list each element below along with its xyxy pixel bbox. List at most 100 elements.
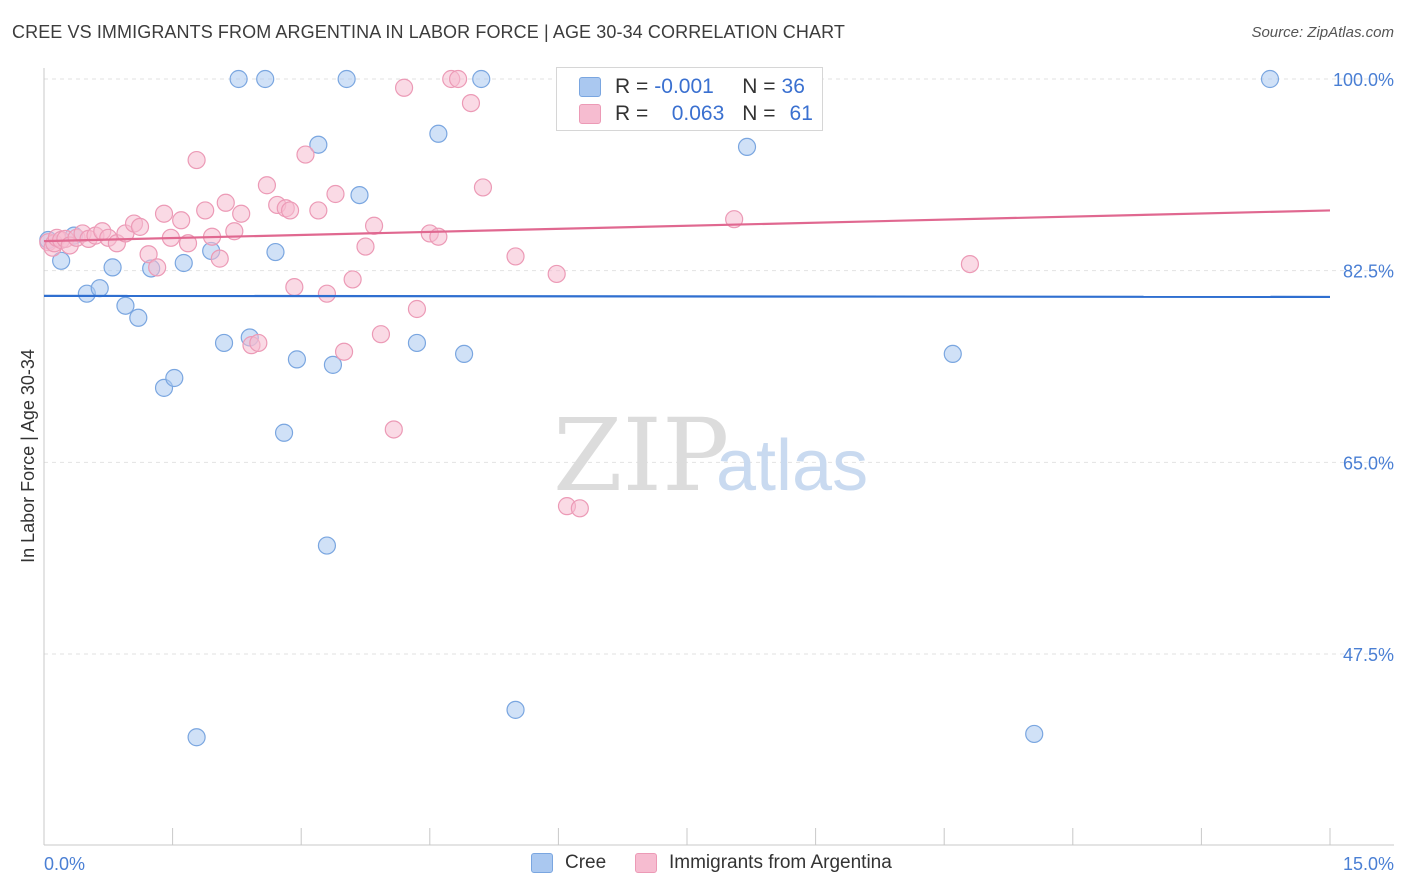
cree-point — [1025, 724, 1044, 744]
legend-n-cree: 36 — [781, 75, 805, 98]
cree-point — [337, 69, 356, 89]
argentina-point — [960, 254, 980, 274]
argentina-point — [148, 258, 167, 277]
argentina-point — [356, 237, 375, 256]
argentina-point — [257, 176, 277, 195]
cree-point — [472, 69, 491, 89]
legend-swatch-cree — [579, 77, 601, 97]
cree-point — [214, 333, 234, 353]
chart-title: CREE VS IMMIGRANTS FROM ARGENTINA IN LAB… — [12, 22, 845, 42]
cree-point — [323, 355, 343, 374]
legend-swatch-cree — [531, 853, 553, 873]
legend-n-label: N = — [742, 102, 776, 125]
argentina-point — [296, 145, 315, 164]
cree-point — [407, 333, 427, 353]
legend-swatch-argentina — [579, 104, 601, 124]
x-ticks — [43, 828, 1331, 845]
argentina-point — [461, 93, 481, 113]
y-tick-label: 100.0% — [1333, 70, 1394, 90]
legend-r-label: R = — [615, 102, 649, 125]
argentina-point — [309, 201, 328, 220]
argentina-point — [394, 78, 414, 97]
argentina-point — [139, 245, 158, 264]
argentina-trend-line — [43, 209, 1331, 243]
argentina-point — [317, 284, 337, 303]
cree-point — [229, 69, 248, 89]
watermark-zip: ZIP — [553, 397, 729, 514]
trend-lines — [43, 209, 1331, 299]
x-tick-label-max: 15.0% — [1343, 854, 1394, 874]
argentina-point — [547, 264, 566, 284]
cree-point — [350, 185, 369, 205]
cree-point — [737, 137, 757, 157]
legend-n-label: N = — [742, 75, 776, 98]
cree-point — [165, 368, 184, 388]
legend-r-label: R = — [615, 75, 649, 98]
legend-r-argentina: 0.063 — [671, 102, 725, 125]
argentina-point — [130, 217, 150, 236]
gridlines — [44, 78, 1394, 655]
argentina-point — [570, 499, 589, 518]
argentina-point — [473, 178, 493, 197]
cree-point — [1260, 69, 1280, 89]
y-axis-label: In Labor Force | Age 30-34 — [18, 349, 38, 563]
argentina-point — [232, 204, 251, 223]
argentina-point — [384, 420, 403, 439]
argentina-point — [407, 299, 427, 319]
cree-point — [454, 344, 474, 364]
legend-r-cree: -0.001 — [654, 75, 714, 98]
cree-trend-line — [43, 294, 1331, 299]
legend-item-cree[interactable]: Cree — [531, 852, 606, 874]
y-tick-label: 82.5% — [1343, 262, 1394, 282]
argentina-point — [216, 193, 235, 212]
argentina-point — [178, 234, 198, 253]
watermark-atlas: atlas — [716, 426, 868, 506]
cree-point — [129, 308, 148, 327]
argentina-point — [172, 211, 191, 230]
stats-legend: R = -0.001 N = 36 R = 0.063 N = 61 — [556, 67, 823, 131]
cree-point — [187, 728, 206, 747]
legend-n-argentina: 61 — [789, 102, 813, 125]
y-tick-label: 47.5% — [1343, 645, 1394, 665]
argentina-points — [39, 69, 980, 518]
cree-point — [90, 279, 109, 298]
argentina-point — [506, 247, 525, 266]
legend-label-argentina: Immigrants from Argentina — [669, 852, 892, 873]
argentina-point — [249, 333, 268, 353]
argentina-point — [196, 201, 215, 220]
argentina-point — [210, 249, 229, 268]
legend-swatch-argentina — [635, 853, 657, 873]
y-tick-label: 65.0% — [1343, 453, 1394, 473]
cree-point — [256, 69, 275, 89]
source-label: Source: ZipAtlas.com — [1251, 24, 1394, 41]
cree-point — [116, 296, 135, 315]
argentina-point — [187, 150, 206, 170]
watermark: ZIP atlas — [553, 397, 868, 514]
axes — [43, 68, 1394, 846]
legend-row-cree: R = -0.001 N = 36 — [579, 74, 805, 100]
legend-row-argentina: R = 0.063 N = 61 — [579, 101, 813, 127]
legend-item-argentina[interactable]: Immigrants from Argentina — [635, 852, 892, 874]
cree-point — [309, 135, 328, 154]
cree-point — [103, 258, 122, 277]
argentina-point — [285, 277, 304, 297]
argentina-point — [371, 325, 391, 344]
argentina-point — [326, 184, 345, 204]
argentina-point — [334, 342, 354, 361]
legend-label-cree: Cree — [565, 852, 607, 873]
cree-point — [52, 251, 71, 270]
argentina-point — [364, 216, 384, 235]
cree-point — [317, 536, 337, 555]
argentina-point — [154, 204, 174, 223]
cree-point — [287, 350, 307, 369]
cree-point — [943, 344, 962, 364]
argentina-point — [280, 201, 300, 220]
argentina-point — [448, 69, 468, 89]
cree-point — [266, 242, 285, 262]
cree-point — [274, 423, 294, 442]
cree-point — [506, 700, 525, 719]
x-tick-label-min: 0.0% — [44, 854, 85, 874]
argentina-point — [343, 270, 362, 289]
y-tick-labels: 47.5% 65.0% 82.5% 100.0% — [1333, 70, 1394, 665]
